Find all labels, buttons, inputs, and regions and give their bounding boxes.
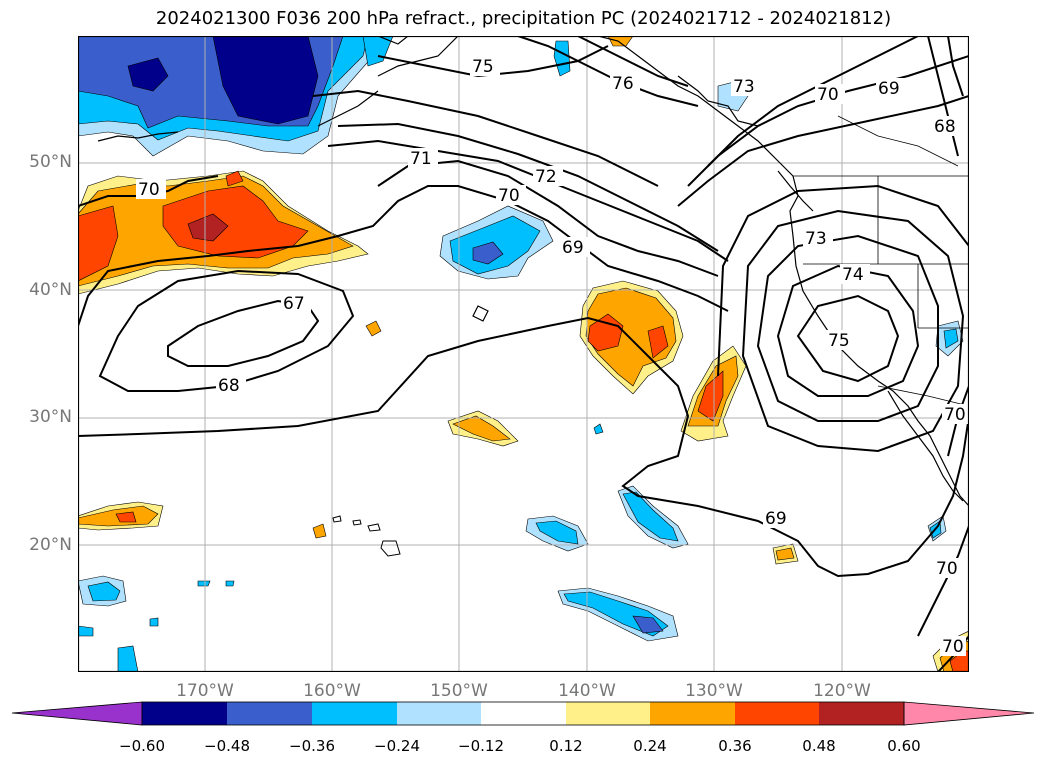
contour-labels: 75 76 73 70 69 68 71 72 70 69 67 68 73 7…: [136, 56, 968, 657]
contour-label: 70: [138, 180, 160, 200]
contour-label: 68: [218, 376, 240, 396]
coastlines: [97, 36, 969, 507]
map-panel: 75 76 73 70 69 68 71 72 70 69 67 68 73 7…: [78, 36, 969, 672]
lat-label-50n: 50°N: [29, 152, 72, 172]
colorbar-tick: 0.60: [887, 737, 921, 755]
colorbar-segment: [819, 702, 904, 725]
contour-label: 69: [765, 509, 787, 529]
colorbar-segment: [481, 702, 566, 725]
contour-label: 73: [733, 77, 755, 97]
colorbar-tick: −0.48: [204, 737, 250, 755]
graticule: [78, 36, 969, 672]
contour-label: 71: [410, 149, 432, 169]
contour-label: 70: [498, 186, 520, 206]
colorbar-tick: −0.60: [119, 737, 165, 755]
colorbar-segment: [142, 702, 227, 725]
colorbar-segment: [227, 702, 312, 725]
contour-label: 69: [878, 79, 900, 99]
hawaii-islands: [332, 515, 401, 557]
colorbar-tick: 0.36: [718, 737, 752, 755]
borders: [793, 115, 969, 407]
colorbar-segment: [312, 702, 397, 725]
colorbar-tick: 0.12: [549, 737, 583, 755]
contour-label: 70: [936, 559, 958, 579]
colorbar: [11, 701, 1035, 726]
contour-label: 73: [805, 229, 827, 249]
contour-label: 67: [283, 294, 305, 314]
colorbar-tick: −0.24: [374, 737, 420, 755]
contour-label: 68: [934, 117, 956, 137]
refractivity-contours: [78, 36, 969, 672]
colorbar-tick: −0.36: [289, 737, 335, 755]
contour-label: 70: [944, 405, 966, 425]
colorbar-segment: [735, 702, 819, 725]
contour-label: 75: [472, 57, 494, 77]
colorbar-segment: [397, 702, 481, 725]
lon-label-120w: 120°W: [813, 681, 871, 701]
colorbar-segment: [650, 702, 735, 725]
lon-label-150w: 150°W: [430, 681, 488, 701]
lon-label-130w: 130°W: [685, 681, 743, 701]
contour-label: 70: [942, 637, 964, 657]
map-title: 2024021300 F036 200 hPa refract., precip…: [155, 8, 892, 29]
contour-label: 70: [817, 85, 839, 105]
colorbar-tick: 0.48: [802, 737, 836, 755]
colorbar-tick: 0.24: [633, 737, 667, 755]
contour-label: 75: [828, 331, 850, 351]
contour-label: 76: [612, 74, 634, 94]
lon-label-160w: 160°W: [303, 681, 361, 701]
colorbar-segment: [566, 702, 650, 725]
lat-label-30n: 30°N: [29, 407, 72, 427]
lon-label-170w: 170°W: [176, 681, 234, 701]
colorbar-segment: [903, 701, 1035, 726]
lon-label-140w: 140°W: [558, 681, 616, 701]
contour-label: 72: [535, 167, 557, 187]
contour-label: 69: [562, 238, 584, 258]
contour-label: 74: [842, 265, 864, 285]
lat-label-40n: 40°N: [29, 280, 72, 300]
colorbar-tick: −0.12: [458, 737, 504, 755]
colorbar-segment: [11, 701, 143, 726]
lat-label-20n: 20°N: [29, 535, 72, 555]
